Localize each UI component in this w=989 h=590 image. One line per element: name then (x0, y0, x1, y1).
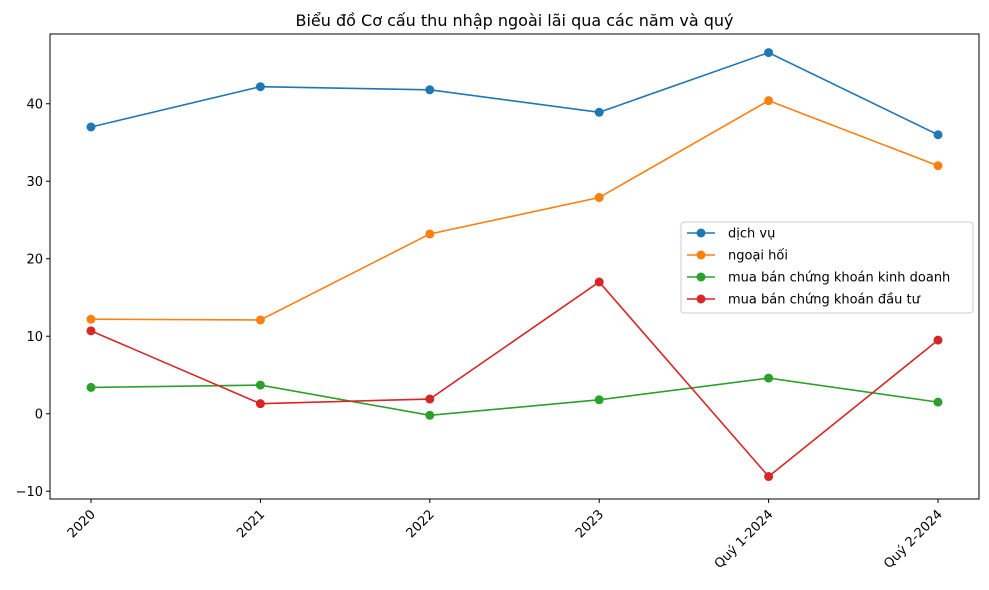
x-tick-label-4: Quý 1-2024 (712, 507, 777, 572)
data-point-3-0 (86, 326, 96, 336)
data-point-1-3 (594, 193, 604, 203)
data-point-0-3 (594, 107, 604, 117)
y-tick-label-2: 10 (26, 330, 43, 345)
data-point-2-1 (255, 380, 265, 390)
legend-marker-1 (696, 250, 706, 260)
series-line-1 (90, 99, 939, 321)
data-point-3-1 (255, 399, 265, 409)
series-line-2 (90, 377, 939, 417)
data-point-3-5 (933, 335, 943, 345)
data-point-1-0 (86, 314, 96, 324)
data-point-1-4 (764, 96, 774, 106)
data-point-1-2 (425, 229, 435, 239)
y-tick-label-5: 40 (26, 97, 43, 112)
y-tick-label-4: 30 (26, 175, 43, 190)
data-point-1-1 (255, 315, 265, 325)
data-point-0-4 (764, 48, 774, 58)
axes-frame (49, 33, 980, 500)
y-tick-label-0: −10 (16, 485, 43, 500)
series-line-0 (90, 51, 939, 136)
x-tick-label-1: 2021 (234, 507, 268, 541)
x-tick-label-3: 2023 (573, 507, 607, 541)
data-point-3-4 (764, 472, 774, 482)
legend: dịch vụ ngoại hối mua bán chứng khoán kinh… (680, 221, 974, 314)
legend-marker-0 (696, 228, 706, 238)
data-point-0-0 (86, 122, 96, 132)
y-tick-label-1: 0 (35, 407, 43, 422)
data-point-0-5 (933, 130, 943, 140)
data-point-3-3 (594, 277, 604, 287)
data-point-2-4 (764, 373, 774, 383)
data-point-3-2 (425, 394, 435, 404)
data-point-1-5 (933, 161, 943, 171)
series-line-3 (90, 280, 939, 478)
legend-box (680, 221, 974, 314)
x-tick-label-5: Quý 2-2024 (881, 507, 946, 572)
legend-label-0: dịch vụ (728, 227, 775, 242)
chart-title: Biểu đồ Cơ cấu thu nhập ngoài lãi qua cá… (296, 11, 734, 30)
legend-marker-3 (696, 294, 706, 304)
x-tick-label-0: 2020 (65, 507, 99, 541)
data-point-2-0 (86, 382, 96, 392)
data-point-2-5 (933, 397, 943, 407)
legend-marker-2 (696, 272, 706, 282)
data-point-2-2 (425, 410, 435, 420)
data-point-2-3 (594, 395, 604, 405)
legend-label-3: mua bán chứng khoán đầu tư (728, 293, 921, 308)
legend-label-2: mua bán chứng khoán kinh doanh (728, 271, 950, 286)
legend-label-1: ngoại hối (728, 249, 788, 264)
data-point-0-1 (255, 82, 265, 92)
x-tick-label-2: 2022 (404, 507, 438, 541)
y-tick-label-3: 20 (26, 252, 43, 267)
data-point-0-2 (425, 85, 435, 95)
